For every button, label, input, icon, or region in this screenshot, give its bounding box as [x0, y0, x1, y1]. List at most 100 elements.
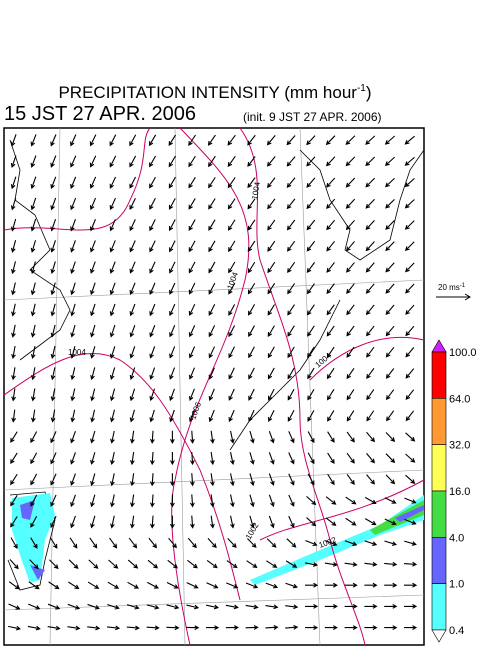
wind-arrow — [188, 134, 196, 146]
wind-arrow — [188, 346, 196, 359]
wind-arrow — [150, 494, 155, 508]
wind-arrow — [89, 219, 96, 232]
wind-arrow — [307, 410, 315, 422]
wind-arrow — [169, 367, 176, 380]
wind-arrow — [267, 346, 275, 359]
wind-arrow — [110, 452, 115, 465]
wind-arrow — [228, 261, 236, 274]
precip-taiwan-core — [20, 500, 45, 580]
wind-arrow — [208, 282, 216, 295]
wind-arrow — [149, 261, 156, 274]
isobar-label: 1004 — [250, 181, 262, 201]
wind-arrow — [365, 304, 375, 316]
wind-arrow — [169, 515, 175, 529]
colorbar-segment — [431, 444, 447, 492]
wind-arrow — [30, 155, 37, 168]
wind-arrow — [70, 494, 76, 508]
wind-arrow — [306, 135, 316, 146]
wind-arrow — [345, 219, 355, 231]
wind-arrow — [227, 134, 236, 146]
wind-arrow — [326, 283, 335, 295]
wind-arrow — [404, 177, 415, 188]
wind-arrow — [8, 625, 21, 631]
wind-arrow — [345, 517, 357, 526]
wind-arrow — [228, 282, 236, 295]
wind-arrow — [227, 198, 236, 210]
wind-arrow — [166, 625, 180, 631]
wind-arrow — [287, 367, 295, 380]
wind-arrow — [366, 389, 375, 401]
wind-arrow — [30, 324, 36, 338]
wind-arrow — [326, 219, 336, 231]
wind-arrow — [169, 430, 175, 444]
wind-arrow — [225, 625, 239, 630]
wind-arrow — [286, 198, 296, 210]
wind-arrow — [90, 515, 96, 529]
colorbar-segment — [431, 537, 447, 584]
wind-arrow — [226, 582, 239, 589]
wind-arrow — [364, 625, 378, 631]
wind-arrow — [267, 177, 276, 189]
wind-arrow — [130, 494, 135, 508]
wind-arrow — [228, 304, 236, 316]
wind-arrow — [307, 473, 315, 486]
wind-arrow — [210, 451, 215, 466]
wind-arrow — [129, 367, 136, 380]
wind-arrow — [325, 517, 337, 527]
wind-arrow — [50, 409, 56, 423]
colorbar-label: 1.0 — [449, 579, 464, 591]
wind-arrow — [364, 582, 378, 588]
wind-arrow — [188, 261, 196, 274]
wind-arrow — [307, 346, 315, 359]
coast-taiwan — [7, 491, 56, 591]
wind-arrow — [149, 198, 156, 210]
wind-arrow — [11, 324, 16, 338]
wind-arrow — [70, 346, 76, 359]
wind-arrow — [186, 604, 200, 610]
wind-arrow — [268, 494, 275, 508]
wind-arrow — [267, 388, 275, 401]
wind-arrow — [268, 430, 275, 444]
wind-arrow — [366, 474, 375, 485]
wind-arrow — [285, 624, 299, 630]
wind-arrow — [208, 409, 215, 423]
wind-arrow — [90, 303, 96, 317]
wind-arrow — [70, 452, 76, 465]
wind-arrow — [50, 282, 56, 296]
isobar — [239, 127, 366, 646]
wind-arrow — [187, 537, 197, 549]
wind-arrow — [346, 346, 355, 358]
wind-arrow — [127, 581, 140, 589]
wind-arrow — [168, 198, 176, 210]
wind-arrow — [286, 538, 297, 548]
wind-arrow — [228, 240, 236, 253]
wind-arrow — [365, 283, 375, 294]
wind-arrow — [70, 218, 77, 232]
wind-arrow — [70, 367, 76, 381]
wind-arrow — [150, 515, 155, 529]
wind-arrow — [208, 219, 216, 231]
wind-arrow — [266, 560, 278, 568]
wind-arrow — [267, 240, 276, 252]
wind-arrow — [109, 282, 116, 296]
wind-arrow — [266, 156, 276, 167]
wind-arrow — [268, 409, 275, 422]
wind-arrow — [287, 388, 295, 401]
wind-arrow — [50, 367, 56, 381]
wind-arrow — [50, 240, 56, 253]
wind-arrow — [268, 473, 275, 486]
wind-arrow — [130, 430, 135, 444]
wind-arrow — [249, 430, 255, 444]
wind-arrow — [365, 156, 376, 167]
wind-arrow — [150, 430, 155, 444]
wind-arrow — [286, 240, 296, 252]
wind-arrow — [70, 473, 76, 486]
wind-arrow — [11, 282, 16, 296]
wind-arrow — [208, 261, 216, 274]
isobar — [171, 127, 250, 646]
wind-arrow — [146, 604, 160, 610]
wind-arrow — [109, 197, 116, 211]
wind-arrow — [10, 452, 18, 465]
wind-arrow — [344, 625, 358, 631]
wind-arrow — [384, 625, 398, 631]
